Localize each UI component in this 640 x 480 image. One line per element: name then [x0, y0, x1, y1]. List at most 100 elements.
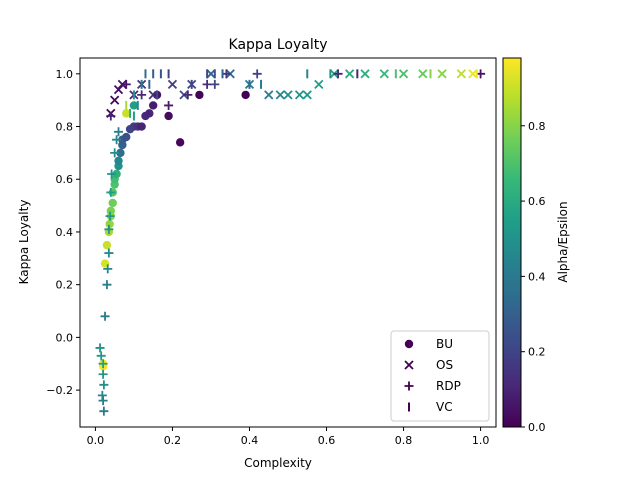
data-point-os: [275, 90, 285, 100]
data-point-bu: [129, 101, 139, 110]
data-point-bu: [241, 90, 250, 100]
x-tick-label: 0.0: [87, 434, 105, 447]
data-point-os: [418, 69, 428, 79]
data-point-rdp: [110, 148, 120, 158]
chart-title: Kappa Loyalty: [229, 37, 328, 53]
data-point-bu: [164, 111, 173, 121]
data-point-bu: [102, 240, 112, 250]
x-axis-ticks: 0.0 0.2 0.4 0.6 0.8 1.0: [87, 427, 490, 447]
colorbar-tick-label: 0.4: [528, 270, 546, 283]
data-point-bu: [116, 148, 125, 158]
colorbar: 0.0 0.2 0.4 0.6 0.8 Alpha/Epsilon: [502, 57, 570, 434]
data-point-os: [398, 69, 409, 79]
y-axis-ticks: −0.2 0.0 0.2 0.4 0.6 0.8 1.0: [46, 68, 80, 397]
data-point-rdp: [112, 135, 122, 145]
data-point-os: [468, 69, 478, 79]
axes-frame: [79, 57, 497, 428]
colorbar-tick-label: 0.8: [528, 120, 546, 133]
plot-area: [95, 69, 486, 416]
data-point-bu: [114, 156, 123, 165]
data-point-rdp: [137, 90, 147, 100]
x-tick-label: 1.0: [472, 434, 490, 447]
data-point-rdp: [210, 79, 220, 89]
legend-label: OS: [436, 358, 453, 372]
legend-item-vc: VC: [408, 400, 453, 414]
colorbar-tick-label: 0.0: [528, 421, 546, 434]
data-point-rdp: [107, 169, 117, 179]
data-point-rdp: [114, 127, 124, 137]
colorbar-frame: [502, 57, 522, 428]
data-point-os: [148, 90, 158, 100]
series-os: [106, 69, 478, 118]
data-point-bu: [145, 109, 154, 118]
colorbar-gradient: [503, 58, 521, 427]
data-point-os: [360, 69, 370, 79]
data-point-os: [379, 69, 389, 79]
data-point-os: [283, 90, 293, 100]
data-point-os: [206, 69, 216, 79]
colorbar-tick-label: 0.6: [528, 195, 546, 208]
data-point-os: [302, 90, 312, 100]
data-point-rdp: [100, 311, 110, 321]
data-point-rdp: [252, 69, 262, 79]
data-point-rdp: [202, 79, 212, 89]
y-tick-label: 0.2: [56, 279, 74, 292]
data-point-bu: [148, 101, 158, 110]
data-point-os: [314, 79, 324, 89]
legend-item-os: OS: [404, 358, 453, 372]
series-rdp: [95, 69, 486, 416]
data-point-rdp: [103, 264, 113, 274]
data-point-os: [437, 69, 447, 79]
data-point-rdp: [121, 79, 131, 89]
data-point-os: [113, 84, 124, 95]
data-point-rdp: [99, 406, 109, 416]
data-point-rdp: [164, 100, 174, 110]
legend-label: BU: [436, 337, 453, 351]
data-point-bu: [122, 132, 131, 142]
y-axis-label: Kappa Loyalty: [17, 200, 31, 285]
data-point-bu: [108, 198, 117, 208]
legend: BU OS RDP VC: [390, 330, 490, 422]
x-axis-label: Complexity: [244, 456, 312, 470]
legend-label: VC: [436, 400, 453, 414]
x-tick-label: 0.4: [241, 434, 259, 447]
data-point-os: [264, 90, 274, 100]
series-bu: [98, 90, 250, 371]
legend-item-bu: BU: [404, 337, 453, 351]
data-point-bu: [175, 138, 185, 147]
data-point-bu: [112, 169, 121, 179]
x-tick-label: 0.8: [395, 434, 413, 447]
data-point-os: [110, 95, 120, 105]
y-tick-label: 0.8: [56, 121, 74, 134]
data-point-rdp: [98, 359, 108, 369]
legend-label: RDP: [436, 379, 461, 393]
data-point-rdp: [98, 396, 108, 406]
data-point-rdp: [95, 343, 105, 353]
legend-marker-rdp: [404, 381, 414, 391]
data-point-rdp: [104, 248, 114, 258]
legend-item-rdp: RDP: [404, 379, 461, 393]
y-tick-label: 0.6: [56, 173, 74, 186]
y-tick-label: 0.4: [56, 226, 74, 239]
data-point-rdp: [106, 111, 116, 121]
colorbar-label: Alpha/Epsilon: [556, 201, 570, 282]
data-point-os: [344, 69, 355, 79]
data-point-rdp: [106, 187, 116, 197]
data-point-rdp: [96, 351, 106, 361]
legend-marker-os: [404, 360, 414, 370]
data-point-bu: [137, 122, 146, 131]
legend-frame: [390, 330, 490, 422]
data-point-os: [167, 79, 178, 89]
data-point-os: [294, 90, 305, 100]
data-point-os: [456, 69, 466, 79]
data-point-bu: [105, 219, 114, 229]
data-point-rdp: [333, 69, 343, 79]
y-tick-label: −0.2: [46, 384, 73, 397]
colorbar-tick-label: 0.2: [528, 346, 546, 359]
data-point-rdp: [98, 369, 108, 379]
data-point-rdp: [183, 90, 193, 100]
y-tick-label: 1.0: [56, 68, 74, 81]
x-tick-label: 0.2: [164, 434, 182, 447]
data-point-bu: [195, 90, 204, 100]
